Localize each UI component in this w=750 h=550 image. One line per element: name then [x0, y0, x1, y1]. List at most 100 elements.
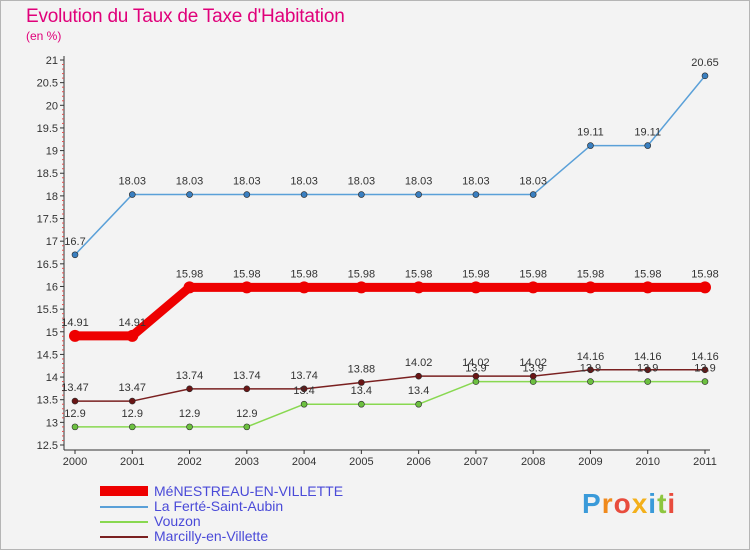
data-label-marcilly: 14.02 [519, 357, 547, 369]
series-line-marcilly [75, 369, 705, 402]
data-point-menestreau [584, 281, 597, 294]
data-label-menestreau: 14.91 [119, 317, 147, 329]
data-point-la-ferte [128, 191, 136, 198]
data-label-vouzon: 12.9 [122, 408, 143, 420]
data-label-la-ferte: 18.03 [119, 176, 147, 188]
series-line-vouzon [75, 380, 705, 428]
data-label-la-ferte: 18.03 [519, 176, 547, 188]
data-point-la-ferte [358, 191, 365, 198]
data-label-vouzon: 13.9 [637, 363, 658, 375]
data-point-menestreau [355, 281, 368, 294]
data-point-vouzon [587, 378, 594, 385]
data-label-vouzon: 13.4 [351, 385, 372, 397]
data-point-vouzon [529, 378, 537, 385]
data-label-marcilly: 13.74 [290, 370, 318, 382]
data-label-vouzon: 12.9 [236, 408, 257, 420]
data-point-vouzon [243, 423, 251, 431]
x-tick-label: 2003 [235, 456, 259, 468]
data-label-la-ferte: 18.03 [176, 176, 204, 188]
data-point-menestreau [298, 281, 311, 294]
data-point-la-ferte [644, 142, 652, 149]
data-point-vouzon [71, 423, 79, 431]
y-tick-label: 12.5 [37, 440, 58, 452]
data-point-marcilly [358, 379, 365, 386]
data-label-menestreau: 15.98 [691, 268, 719, 280]
data-point-marcilly [472, 372, 480, 380]
data-point-la-ferte [243, 191, 251, 198]
data-label-marcilly: 13.88 [348, 363, 376, 375]
data-point-vouzon [644, 378, 652, 385]
x-tick-label: 2005 [349, 456, 373, 468]
data-point-menestreau [699, 281, 711, 294]
data-point-menestreau [527, 281, 540, 294]
data-label-la-ferte: 19.11 [577, 127, 604, 139]
y-tick-label: 18 [46, 191, 58, 203]
data-label-menestreau: 15.98 [233, 268, 261, 280]
y-tick-label: 16.5 [37, 259, 58, 271]
data-label-la-ferte: 18.03 [290, 176, 318, 188]
data-point-la-ferte [186, 191, 193, 198]
data-point-marcilly [701, 366, 709, 374]
data-point-la-ferte [300, 191, 308, 198]
y-tick-label: 16 [46, 281, 58, 293]
data-point-vouzon [300, 400, 308, 408]
x-tick-label: 2008 [521, 456, 545, 468]
data-label-la-ferte: 18.03 [348, 176, 376, 188]
data-label-vouzon: 13.9 [694, 363, 715, 375]
data-point-menestreau [469, 281, 482, 294]
x-tick-label: 2010 [635, 456, 659, 468]
y-tick-label: 15 [46, 327, 58, 339]
data-point-marcilly [415, 372, 422, 380]
x-tick-label: 2000 [63, 456, 87, 468]
data-point-marcilly [186, 385, 193, 393]
series-line-la-ferte [74, 75, 706, 256]
data-point-menestreau [240, 281, 253, 294]
x-tick-label: 2011 [693, 456, 717, 468]
y-tick-label: 17 [46, 236, 58, 248]
data-point-vouzon [128, 423, 136, 431]
y-tick-label: 20 [46, 100, 58, 112]
data-point-marcilly [128, 397, 136, 405]
data-point-marcilly [529, 372, 537, 380]
data-point-la-ferte [529, 191, 537, 198]
data-label-marcilly: 14.16 [577, 351, 605, 363]
legend-swatch [100, 486, 148, 496]
data-point-marcilly [71, 397, 79, 405]
data-point-marcilly [300, 385, 308, 393]
x-tick-label: 2002 [177, 456, 201, 468]
legend-label: Marcilly-en-Villette [154, 528, 269, 544]
y-tick-label: 13 [46, 417, 58, 429]
x-tick-label: 2009 [578, 456, 602, 468]
y-tick-label: 13.5 [37, 395, 58, 407]
data-point-menestreau [69, 329, 81, 342]
data-point-menestreau [126, 329, 139, 342]
legend-swatch [100, 506, 148, 508]
data-label-menestreau: 15.98 [176, 268, 204, 280]
chart-title: Evolution du Taux de Taxe d'Habitation [26, 6, 345, 27]
y-tick-label: 17.5 [37, 214, 58, 226]
series-line-menestreau [75, 282, 705, 341]
y-tick-label: 19 [46, 146, 58, 158]
data-label-menestreau: 14.91 [61, 317, 89, 329]
data-label-vouzon: 13.4 [408, 385, 429, 397]
data-label-la-ferte: 16.7 [64, 236, 85, 248]
data-label-vouzon: 13.9 [522, 363, 543, 375]
data-label-menestreau: 15.98 [577, 268, 605, 280]
y-tick-label: 20.5 [37, 78, 58, 90]
data-point-la-ferte [415, 191, 422, 198]
data-label-vouzon: 12.9 [179, 408, 200, 420]
data-point-menestreau [412, 281, 425, 294]
x-tick-label: 2006 [406, 456, 430, 468]
data-point-marcilly [587, 366, 594, 374]
data-label-vouzon: 13.9 [465, 363, 486, 375]
y-tick-label: 15.5 [37, 304, 58, 316]
data-label-la-ferte: 18.03 [233, 176, 261, 188]
chart-subtitle: (en %) [26, 29, 62, 43]
data-label-la-ferte: 18.03 [405, 176, 433, 188]
data-point-la-ferte [701, 72, 709, 80]
data-label-menestreau: 15.98 [462, 268, 490, 280]
data-point-menestreau [641, 281, 654, 294]
x-tick-label: 2004 [292, 456, 316, 468]
